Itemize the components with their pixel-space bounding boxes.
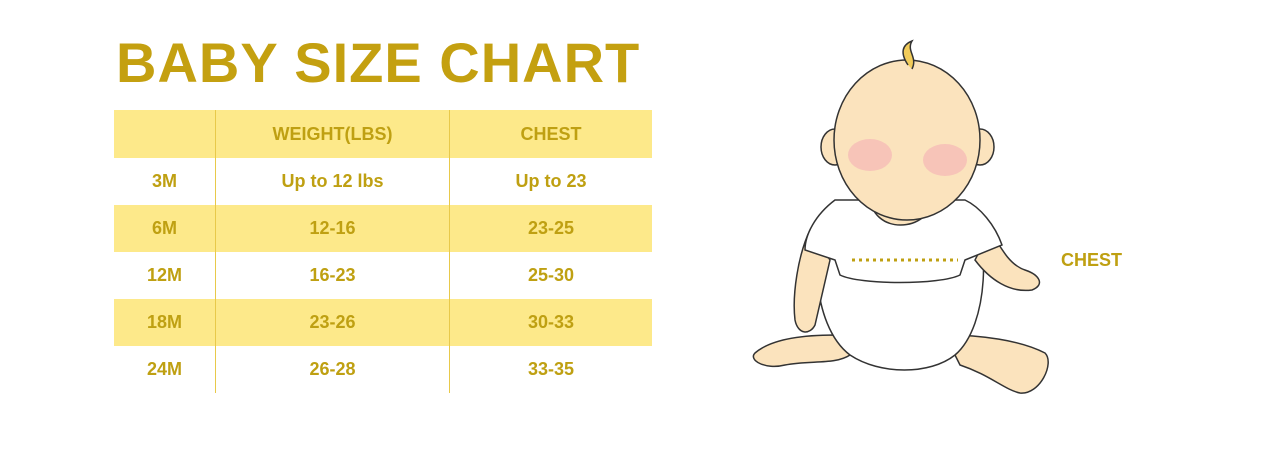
chest-label: CHEST — [1061, 250, 1123, 270]
header-cell — [114, 110, 216, 158]
chest-cell: 23-25 — [527, 218, 575, 238]
size-cell: 18M — [114, 299, 216, 346]
size-cell: 3M — [114, 158, 216, 205]
size-cell: 12M — [114, 252, 216, 299]
weight-cell: 12-16 — [216, 205, 450, 252]
table-row: 18M 23-26 30-33 — [114, 299, 652, 346]
header-cell: CHEST — [520, 123, 582, 144]
weight-cell: Up to 12 lbs — [216, 158, 450, 205]
size-cell: 24M — [114, 346, 216, 393]
table-row: 24M 26-28 33-35 — [114, 346, 652, 393]
page-title: BABY SIZE CHART — [116, 31, 641, 94]
weight-cell: 16-23 — [216, 252, 450, 299]
chest-cell: Up to 23 — [515, 171, 587, 191]
size-cell: 6M — [114, 205, 216, 252]
chest-cell: 30-33 — [527, 312, 575, 332]
baby-illustration — [752, 39, 1049, 394]
table-row: 12M 16-23 25-30 — [114, 252, 652, 299]
table-row: 3M Up to 12 lbs Up to 23 — [114, 158, 652, 205]
weight-cell: 26-28 — [216, 346, 450, 393]
weight-cell: 23-26 — [216, 299, 450, 346]
size-table: WEIGHT(LBS) CHEST 3M Up to 12 lbs Up to … — [114, 110, 652, 393]
chest-cell: 33-35 — [527, 359, 575, 379]
chest-cell: 25-30 — [527, 265, 575, 285]
header-cell: WEIGHT(LBS) — [216, 110, 450, 158]
table-row: 6M 12-16 23-25 — [114, 205, 652, 252]
table-header-row: WEIGHT(LBS) CHEST — [114, 110, 652, 158]
